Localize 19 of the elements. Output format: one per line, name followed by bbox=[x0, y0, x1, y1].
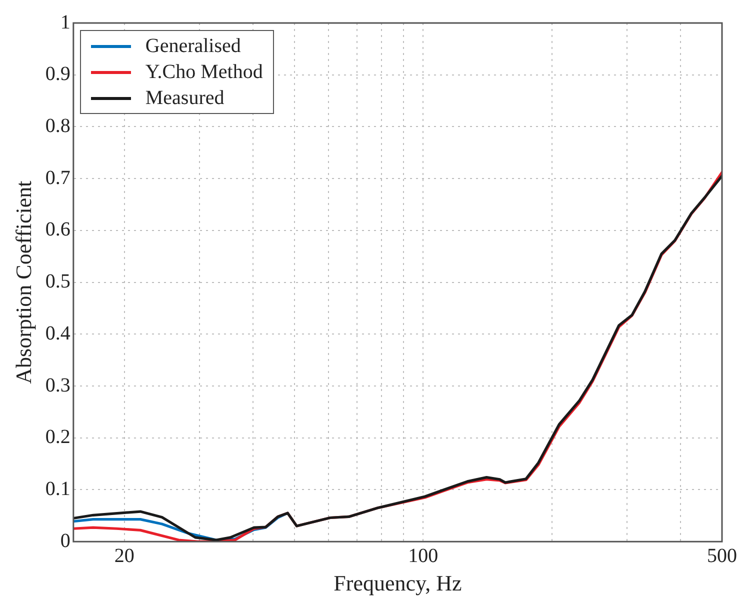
x-tick-label: 100 bbox=[408, 544, 438, 567]
y-tick-label: 0.2 bbox=[45, 426, 70, 448]
y-axis-title: Absorption Coefficient bbox=[10, 180, 36, 384]
x-axis-title: Frequency, Hz bbox=[334, 570, 462, 596]
y-tick-label: 0 bbox=[60, 530, 70, 552]
legend-label: Y.Cho Method bbox=[145, 60, 263, 85]
y-tick-label: 0.6 bbox=[45, 218, 70, 241]
y-tick-label: 1 bbox=[60, 11, 70, 34]
y-tick-label: 0.3 bbox=[45, 374, 70, 396]
y-tick-label: 0.9 bbox=[45, 63, 70, 86]
x-tick-label: 500 bbox=[707, 544, 737, 567]
legend-label: Generalised bbox=[145, 34, 241, 59]
legend-label: Measured bbox=[145, 86, 224, 111]
y-tick-label: 0.1 bbox=[45, 478, 70, 500]
y-tick-label: 0.8 bbox=[45, 114, 70, 137]
x-tick-label: 20 bbox=[114, 544, 134, 567]
y-tick-label: 0.7 bbox=[45, 166, 70, 189]
y-tick-label: 0.4 bbox=[45, 322, 70, 344]
y-tick-label: 0.5 bbox=[45, 270, 70, 293]
